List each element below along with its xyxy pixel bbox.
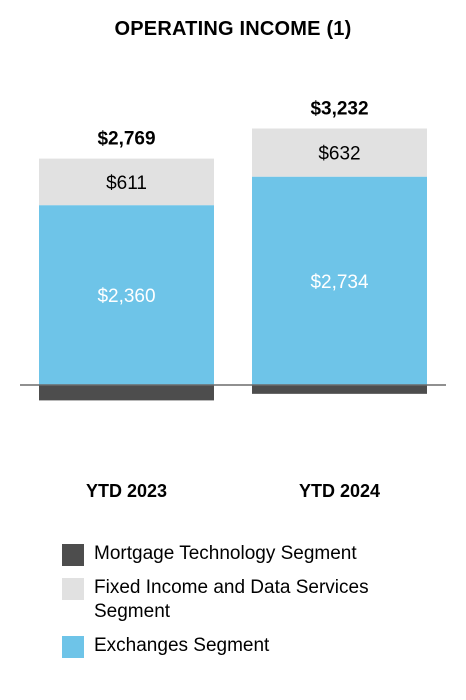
legend-label-fixed-income: Fixed Income and Data Services Segment — [94, 577, 369, 622]
bar-segment-exchanges-segment-ytd-2024 — [252, 176, 427, 385]
legend-label-mortgage: Mortgage Technology Segment — [94, 543, 357, 564]
data-label-fixed-income-and-data-services-segment-ytd-2024: $632 — [318, 144, 360, 165]
legend-label-exchanges: Exchanges Segment — [94, 635, 270, 656]
total-label-ytd-2023: $2,769 — [97, 129, 155, 150]
bar-segment-mortgage-ytd-2024 — [252, 385, 427, 394]
total-label-ytd-2024: $3,232 — [310, 99, 368, 120]
stacked-bar-chart: $2,360 $611 $2,769 YTD 2023 $2,734 $632 $3,232… — [20, 99, 446, 501]
legend: Mortgage Technology Segment Fixed Income… — [62, 542, 414, 668]
bar-segment-fixed-income-and-data-services-segment-ytd-2023 — [39, 158, 214, 206]
bar-segment-fixed-income-and-data-services-segment-ytd-2024 — [252, 128, 427, 177]
chart-title: OPERATING INCOME (1) — [114, 18, 352, 40]
legend-item-exchanges: Exchanges Segment — [62, 634, 414, 658]
data-label-fixed-income-and-data-services-segment-ytd-2023: $611 — [106, 173, 147, 194]
bar-segment-mortgage-ytd-2023 — [39, 385, 214, 401]
legend-item-mortgage: Mortgage Technology Segment — [62, 542, 414, 566]
legend-swatch-fixed-income — [62, 578, 84, 600]
data-label-exchanges-segment-ytd-2024: $2,734 — [310, 272, 369, 293]
data-label-exchanges-segment-ytd-2023: $2,360 — [97, 286, 155, 307]
legend-swatch-mortgage — [62, 544, 84, 566]
legend-swatch-exchanges — [62, 636, 84, 658]
category-label-ytd-2023: YTD 2023 — [86, 481, 167, 501]
legend-item-fixed-income: Fixed Income and Data Services Segment — [62, 576, 414, 624]
category-label-ytd-2024: YTD 2024 — [299, 481, 380, 501]
bar-segment-exchanges-segment-ytd-2023 — [39, 205, 214, 385]
